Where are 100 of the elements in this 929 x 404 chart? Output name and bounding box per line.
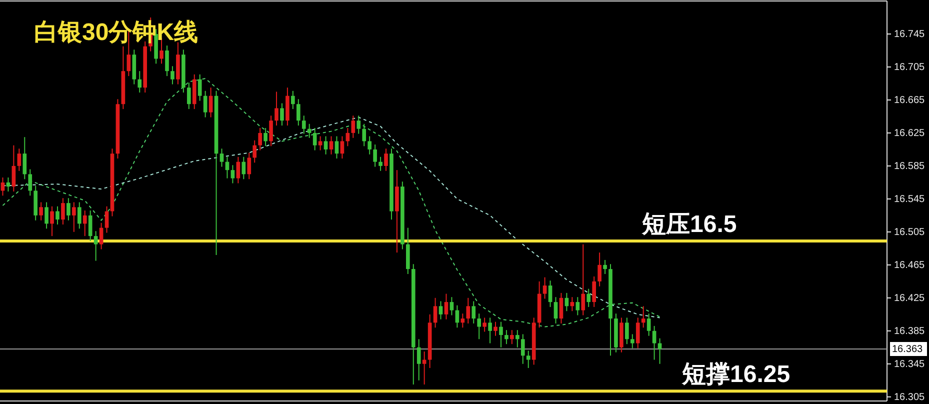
candlestick (280, 102, 284, 126)
candlestick (368, 136, 372, 155)
candlestick (203, 90, 208, 118)
candlestick (230, 164, 235, 184)
candlestick (625, 317, 629, 345)
candlestick (77, 202, 82, 230)
candlestick (138, 70, 142, 94)
candlestick (94, 230, 98, 262)
candlestick (312, 128, 317, 151)
y-tick-label: 16.745 (894, 28, 926, 40)
candlestick (472, 300, 476, 324)
y-tick-label: 16.665 (894, 94, 926, 106)
y-tick-label: 16.385 (894, 326, 926, 337)
candlestick (242, 156, 246, 180)
ref-line-label: 短压16.5 (641, 211, 737, 238)
y-tick-label: 16.705 (894, 62, 926, 73)
candlestick (516, 330, 520, 348)
candlestick (362, 123, 366, 147)
candlestick (247, 152, 252, 180)
candlestick (581, 244, 586, 316)
y-tick-label: 16.425 (894, 292, 926, 304)
candlestick (450, 296, 454, 316)
candlestick (198, 74, 202, 102)
ref-line-label: 短撑16.25 (681, 361, 790, 388)
y-tick-label: 16.585 (894, 160, 926, 172)
candlestick (170, 66, 174, 85)
candlestick (384, 148, 388, 172)
candlestick (186, 82, 191, 110)
candlestick (636, 317, 640, 349)
candlestick (351, 115, 356, 138)
candlestick (646, 313, 651, 336)
candlestick (252, 140, 257, 164)
candlestick (373, 144, 377, 168)
candlestick (488, 317, 492, 344)
y-tick-label: 16.545 (894, 194, 926, 205)
candlestick (66, 198, 70, 221)
candlestick (603, 259, 607, 274)
candlestick (548, 280, 552, 308)
candlestick (466, 297, 470, 324)
candlestick (526, 350, 530, 369)
candlestick (416, 338, 421, 381)
candlestick (324, 136, 328, 155)
y-tick-label: 16.505 (894, 226, 926, 238)
candlestick (499, 321, 503, 348)
candlestick (559, 292, 564, 324)
y-tick-label: 16.465 (894, 260, 926, 271)
candlestick (17, 148, 22, 172)
candlestick (576, 296, 580, 316)
candlestick (208, 87, 213, 118)
candlestick (28, 168, 32, 196)
candlestick (433, 297, 438, 328)
candlestick (302, 115, 306, 134)
candlestick (641, 306, 646, 328)
candlestick (630, 334, 634, 349)
candlestick (264, 128, 268, 147)
candlestick (99, 222, 104, 250)
candlestick (274, 91, 278, 126)
candlestick (520, 334, 525, 364)
candlestick (477, 313, 482, 340)
candlestick (82, 210, 87, 237)
candlestick (444, 293, 448, 320)
candlestick (438, 300, 443, 320)
candlestick (340, 136, 344, 160)
candlestick (269, 115, 273, 147)
candlestick (50, 206, 54, 237)
candlestick (598, 252, 602, 287)
candlestick (422, 351, 426, 386)
candlestick (258, 128, 262, 151)
y-tick-label: 16.625 (894, 128, 926, 139)
candlestick (291, 90, 295, 110)
candlestick (56, 206, 60, 226)
candlestick (592, 276, 596, 308)
candlestick (586, 288, 591, 308)
candlestick (652, 325, 656, 360)
candlestick (482, 317, 486, 332)
candlestick (494, 321, 498, 336)
candlestick (61, 198, 65, 226)
candlestick (334, 136, 339, 160)
candlestick (329, 136, 334, 155)
y-tick-label: 16.305 (894, 392, 926, 403)
candlestick (460, 313, 465, 328)
candlestick (72, 202, 76, 232)
candlestick (22, 136, 27, 180)
candlestick (504, 330, 508, 345)
candlestick (165, 45, 169, 77)
candlestick (12, 144, 16, 192)
candlestick (44, 202, 48, 230)
candlestick (554, 296, 558, 324)
candlestick (39, 202, 43, 221)
ref-line-label: 16.363 (892, 344, 924, 356)
candlestick (104, 206, 109, 234)
candlestick (236, 156, 240, 184)
candlestick (88, 210, 92, 242)
candlestick (356, 115, 361, 134)
candlestick (510, 330, 514, 345)
y-tick-label: 16.345 (894, 358, 926, 370)
candlestick (318, 136, 322, 151)
candlestick (296, 98, 300, 126)
candlestick (307, 123, 312, 138)
candlestick (220, 148, 224, 168)
